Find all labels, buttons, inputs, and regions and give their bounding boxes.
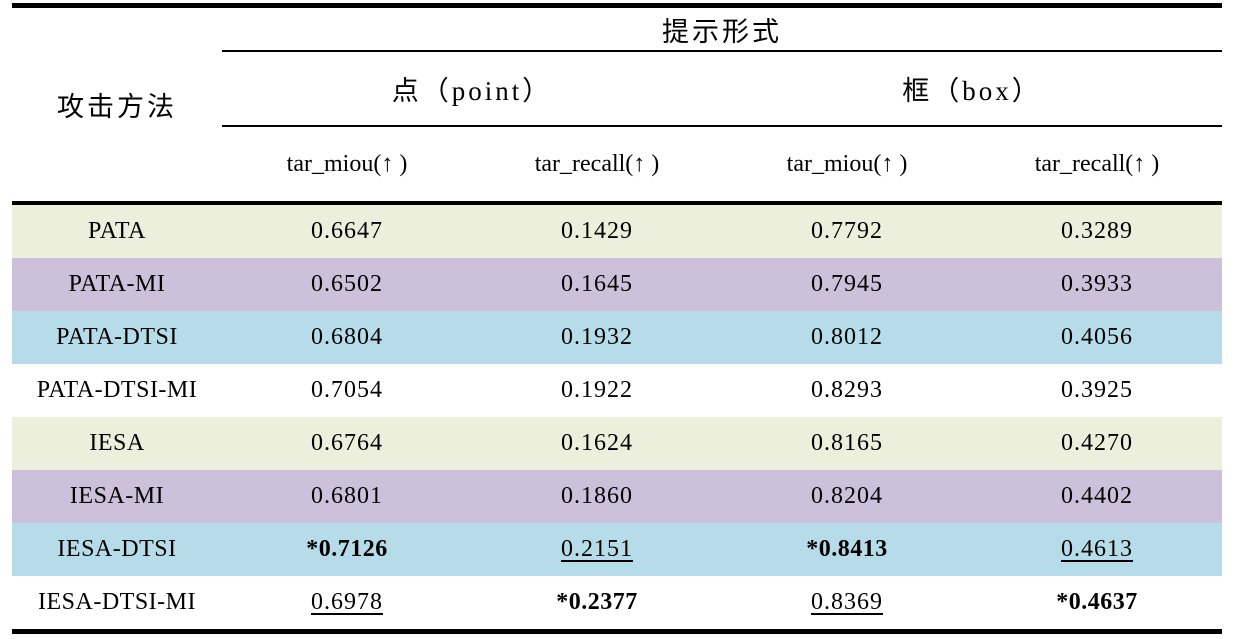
- method-cell: PATA: [88, 218, 146, 244]
- table-row-pata: PATA 0.6647 0.1429 0.7792 0.3289: [12, 203, 1222, 258]
- value-cell-second-best: 0.2151: [561, 536, 633, 562]
- method-cell: IESA: [89, 430, 145, 456]
- results-table: 攻击方法 提示形式 点（point） 框（box） tar_miou(↑ ) t…: [12, 3, 1222, 634]
- value-cell: 0.8293: [811, 377, 883, 403]
- value-cell: 0.6804: [311, 324, 383, 350]
- table-row-iesa-dtsi: IESA-DTSI *0.7126 0.2151 *0.8413 0.4613: [12, 523, 1222, 576]
- value-cell: 0.4056: [1061, 324, 1133, 350]
- value-cell-second-best: 0.8369: [811, 589, 883, 615]
- value-cell: 0.6647: [311, 218, 383, 244]
- value-cell: 0.1922: [561, 377, 633, 403]
- col-header-box-tar-miou: tar_miou(↑ ): [722, 126, 972, 205]
- value-cell-best: *0.7126: [306, 536, 388, 562]
- value-cell: 0.1860: [561, 483, 633, 509]
- value-cell: 0.3933: [1061, 271, 1133, 297]
- value-cell: 0.3925: [1061, 377, 1133, 403]
- value-cell: 0.1932: [561, 324, 633, 350]
- col-header-box-tar-recall: tar_recall(↑ ): [972, 126, 1222, 205]
- table-row-pata-dtsi-mi: PATA-DTSI-MI 0.7054 0.1922 0.8293 0.3925: [12, 364, 1222, 417]
- table-row-iesa-dtsi-mi: IESA-DTSI-MI 0.6978 *0.2377 0.8369 *0.46…: [12, 576, 1222, 632]
- value-cell: 0.4402: [1061, 483, 1133, 509]
- value-cell: 0.6764: [311, 430, 383, 456]
- method-cell: PATA-DTSI: [56, 324, 178, 350]
- value-cell-best: *0.8413: [806, 536, 888, 562]
- value-cell: 0.1624: [561, 430, 633, 456]
- table-row-iesa-mi: IESA-MI 0.6801 0.1860 0.8204 0.4402: [12, 470, 1222, 523]
- method-cell: IESA-DTSI: [57, 536, 177, 562]
- value-cell-second-best: 0.6978: [311, 589, 383, 615]
- value-cell-best: *0.4637: [1056, 589, 1138, 615]
- value-cell-second-best: 0.4613: [1061, 536, 1133, 562]
- value-cell: 0.7054: [311, 377, 383, 403]
- col-header-point-tar-miou: tar_miou(↑ ): [222, 126, 472, 205]
- table-row-pata-dtsi: PATA-DTSI 0.6804 0.1932 0.8012 0.4056: [12, 311, 1222, 364]
- col-group-box: 框（box）: [722, 51, 1222, 127]
- value-cell-best: *0.2377: [556, 589, 638, 615]
- method-cell: PATA-DTSI-MI: [36, 377, 198, 403]
- method-cell: IESA-MI: [69, 483, 165, 509]
- col-header-point-tar-recall: tar_recall(↑ ): [472, 126, 722, 205]
- value-cell: 0.6801: [311, 483, 383, 509]
- value-cell: 0.1429: [561, 218, 633, 244]
- value-cell: 0.6502: [311, 271, 383, 297]
- method-cell: IESA-DTSI-MI: [38, 589, 196, 615]
- value-cell: 0.7945: [811, 271, 883, 297]
- header-row-prompt-types: 点（point） 框（box）: [12, 51, 1222, 127]
- table-row-iesa: IESA 0.6764 0.1624 0.8165 0.4270: [12, 417, 1222, 470]
- col-group-point: 点（point）: [222, 51, 722, 127]
- value-cell: 0.3289: [1061, 218, 1133, 244]
- value-cell: 0.8012: [811, 324, 883, 350]
- header-row-prompt-format: 攻击方法 提示形式: [12, 5, 1222, 205]
- value-cell: 0.4270: [1061, 430, 1133, 456]
- header-row-metrics: tar_miou(↑ ) tar_recall(↑ ) tar_miou(↑ )…: [12, 126, 1222, 205]
- value-cell: 0.8165: [811, 430, 883, 456]
- value-cell: 0.7792: [811, 218, 883, 244]
- col-header-attack-method: 攻击方法: [12, 5, 222, 205]
- col-group-prompt-format: 提示形式: [222, 5, 1222, 52]
- table-row-pata-mi: PATA-MI 0.6502 0.1645 0.7945 0.3933: [12, 258, 1222, 311]
- value-cell: 0.1645: [561, 271, 633, 297]
- value-cell: 0.8204: [811, 483, 883, 509]
- method-cell: PATA-MI: [68, 271, 166, 297]
